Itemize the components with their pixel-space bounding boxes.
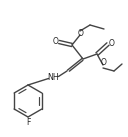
Text: NH: NH <box>47 72 59 82</box>
Text: F: F <box>26 118 30 127</box>
Text: O: O <box>101 58 107 67</box>
Text: O: O <box>78 28 83 38</box>
Text: O: O <box>53 38 58 46</box>
Text: O: O <box>109 39 115 48</box>
